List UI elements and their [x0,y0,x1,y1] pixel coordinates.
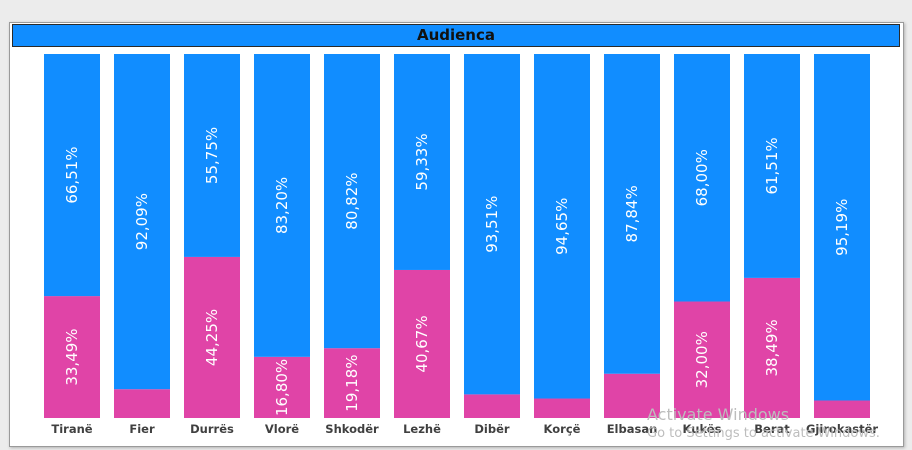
category-label: Durrës [190,422,234,436]
category-label: Fier [129,422,155,436]
bar-segment-blue[interactable] [184,54,240,257]
bar-segment-pink[interactable] [394,269,450,418]
bar-segment-blue[interactable] [114,54,170,390]
data-label: 95,19% [833,199,851,256]
data-label: 66,51% [63,146,81,203]
watermark-line-2: Go to Settings to activate Windows. [647,426,880,441]
bar-segment-blue[interactable] [604,54,660,374]
bar-segment-pink[interactable] [464,394,520,418]
bar-segment-pink[interactable] [114,389,170,418]
data-label: 16,80% [273,359,291,416]
chart-title: Audienca [12,24,900,47]
data-label: 55,75% [203,127,221,184]
data-label: 93,51% [483,196,501,253]
category-label: Korçë [544,422,581,436]
data-label: 40,67% [413,315,431,372]
data-label: 94,65% [553,198,571,255]
category-label: Lezhë [403,422,441,436]
bar-segment-blue[interactable] [464,54,520,395]
category-label: Shkodër [325,422,379,436]
category-label: Gjirokastër [806,422,878,436]
bar-segment-pink[interactable] [674,301,730,418]
data-label: 68,00% [693,149,711,206]
bar-segment-blue[interactable] [534,54,590,399]
category-label: Vlorë [265,422,299,436]
bar-segment-blue[interactable] [44,54,100,297]
bar-segment-pink[interactable] [744,277,800,418]
activate-windows-watermark: Activate Windows Go to Settings to activ… [647,405,880,443]
data-label: 80,82% [343,172,361,229]
data-label: 38,49% [763,319,781,376]
category-label: Kukës [683,422,722,436]
data-label: 44,25% [203,309,221,366]
bar-segment-blue[interactable] [394,54,450,270]
bar-segment-pink[interactable] [534,398,590,418]
data-label: 92,09% [133,193,151,250]
category-label: Tiranë [51,422,92,436]
bar-segment-pink[interactable] [254,356,310,418]
data-label: 19,18% [343,354,361,411]
bar-segment-blue[interactable] [254,54,310,357]
data-label: 83,20% [273,177,291,234]
bar-segment-blue[interactable] [324,54,380,349]
bar-segment-blue[interactable] [744,54,800,278]
bar-segment-pink[interactable] [44,296,100,418]
data-label: 33,49% [63,328,81,385]
data-label: 87,84% [623,185,641,242]
data-label: 32,00% [693,331,711,388]
bar-segment-blue[interactable] [814,54,870,401]
category-label: Dibër [474,422,510,436]
data-label: 59,33% [413,133,431,190]
bar-segment-pink[interactable] [184,256,240,418]
bar-segment-pink[interactable] [604,373,660,418]
data-label: 61,51% [763,137,781,194]
category-label: Elbasan [607,422,658,436]
bar-segment-blue[interactable] [674,54,730,302]
bar-segment-pink[interactable] [814,400,870,418]
bar-segment-pink[interactable] [324,348,380,418]
category-label: Berat [754,422,790,436]
watermark-line-1: Activate Windows [647,405,790,424]
